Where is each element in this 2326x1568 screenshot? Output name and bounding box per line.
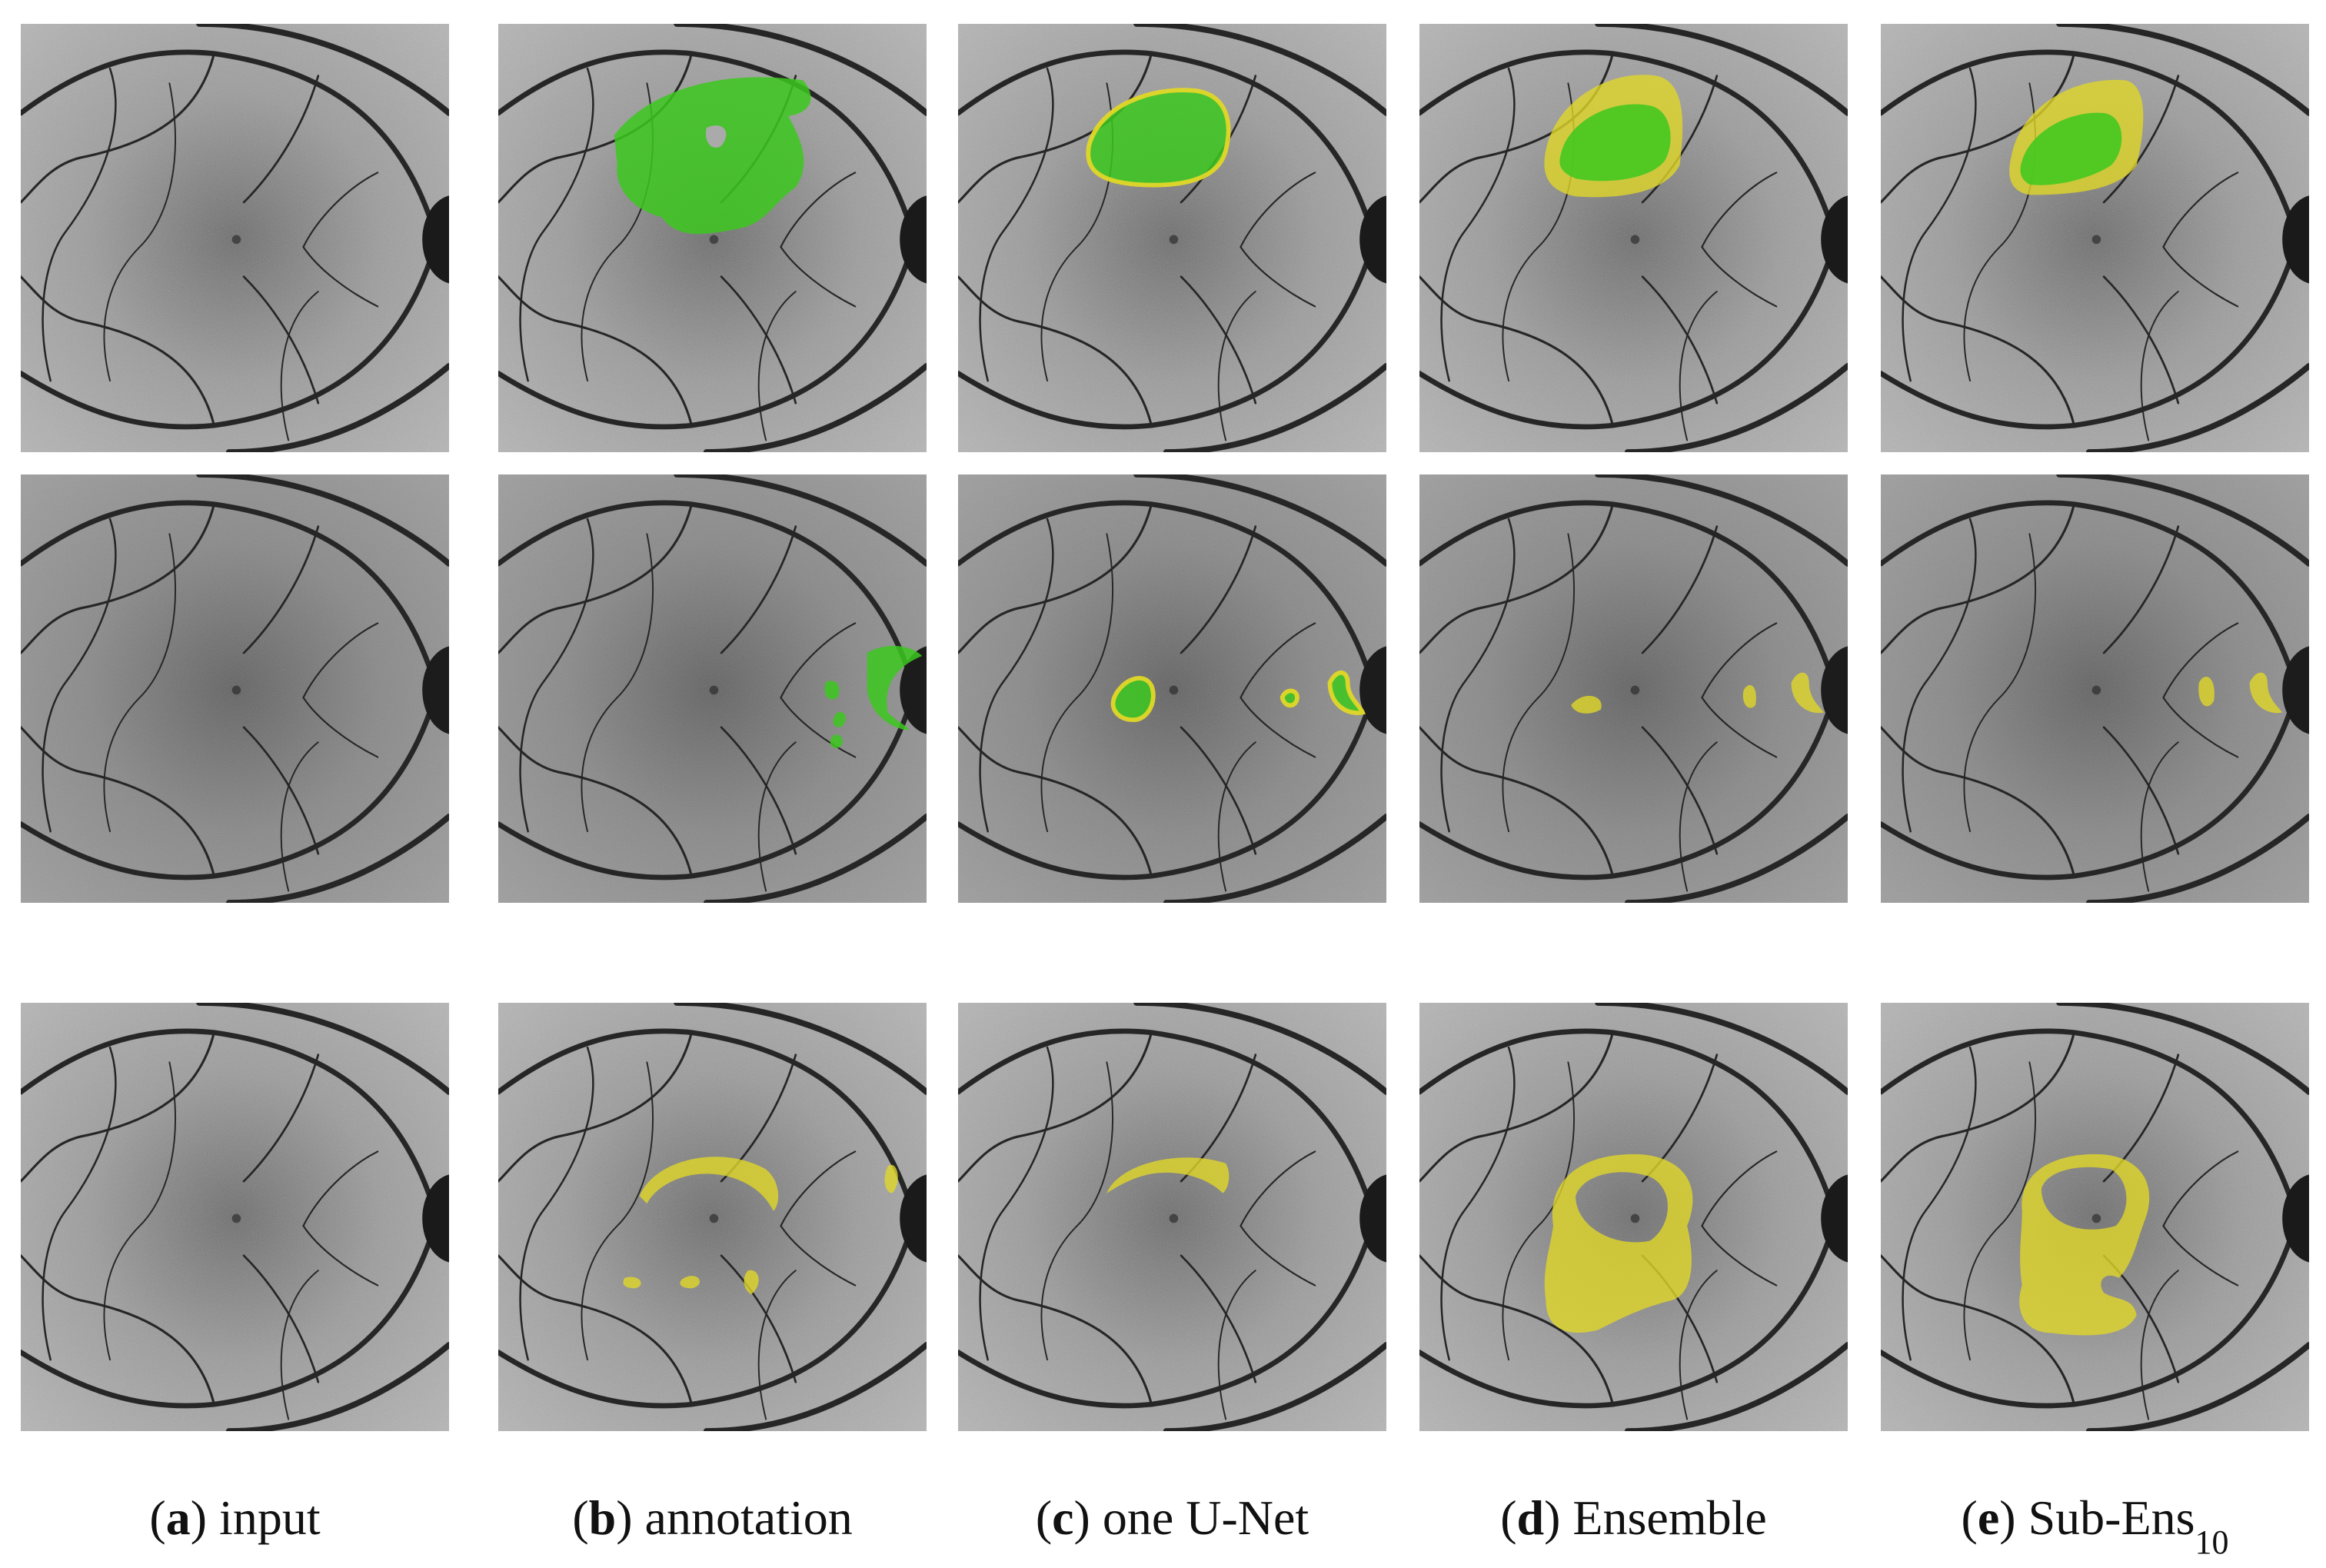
caption-close: ) (191, 1490, 207, 1545)
caption-letter: d (1517, 1490, 1545, 1545)
fundus-panel (958, 474, 1386, 903)
segmentation-mask (1571, 695, 1602, 714)
fundus-panel (1419, 1003, 1886, 1431)
caption-letter: a (166, 1490, 191, 1545)
segmentation-overlay (623, 1157, 898, 1295)
fundus-panel (958, 1003, 1425, 1431)
segmentation-mask (1110, 676, 1156, 723)
caption-letter: c (1052, 1490, 1073, 1545)
caption-space (1560, 1490, 1572, 1545)
fundus-image (21, 24, 487, 452)
caption-open: ( (149, 1490, 165, 1545)
segmentation-mask (2249, 672, 2283, 714)
fundus-panel (1881, 1003, 2326, 1431)
caption-space (2016, 1490, 2028, 1545)
segmentation-mask (884, 1164, 898, 1193)
segmentation-mask (744, 1270, 759, 1295)
caption-space (1090, 1490, 1103, 1545)
segmentation-mask (1559, 104, 1671, 181)
fundus-image (958, 24, 1425, 452)
segmentation-overlay (1544, 1154, 1693, 1333)
fundus-image (498, 1003, 965, 1431)
segmentation-overlay (614, 77, 811, 235)
segmentation-overlay (2009, 79, 2144, 195)
segmentation-overlay (1110, 670, 1366, 723)
panel-caption: (a) input (149, 1490, 320, 1545)
segmentation-mask (824, 681, 840, 700)
segmentation-overlay (824, 645, 923, 748)
fundus-panel (1881, 474, 2309, 903)
fundus-panel (21, 474, 449, 903)
caption-text: Sub-Ens (2028, 1490, 2195, 1545)
fundus-image (1881, 1003, 2326, 1431)
segmentation-mask (1791, 672, 1825, 714)
caption-space (207, 1490, 219, 1545)
segmentation-mask (680, 1276, 700, 1289)
segmentation-mask (1327, 670, 1366, 715)
fundus-panel (958, 24, 1425, 452)
image-tint (21, 474, 449, 903)
segmentation-mask (830, 734, 843, 748)
caption-close: ) (616, 1490, 632, 1545)
segmentation-mask (2198, 677, 2215, 707)
segmentation-mask (2020, 112, 2122, 185)
fundus-panel (498, 24, 965, 452)
segmentation-mask (1279, 688, 1299, 708)
segmentation-mask (623, 1277, 641, 1289)
segmentation-overlay (2019, 1154, 2150, 1336)
caption-open: ( (1036, 1490, 1052, 1545)
panel-caption: (d) Ensemble (1500, 1490, 1767, 1545)
segmentation-mask (2019, 1154, 2150, 1336)
caption-letter: e (1978, 1490, 1999, 1545)
segmentation-overlay (1086, 88, 1231, 188)
fundus-panel (498, 474, 927, 903)
segmentation-mask (867, 645, 923, 731)
caption-open: ( (572, 1490, 588, 1545)
caption-text: annotation (645, 1490, 853, 1545)
panel-caption: (b) annotation (572, 1490, 852, 1545)
segmentation-mask (1742, 684, 1756, 708)
segmentation-overlay (1571, 672, 1825, 714)
caption-text: input (219, 1490, 321, 1545)
segmentation-overlay (1544, 75, 1683, 198)
segmentation-overlay (1106, 1157, 1230, 1193)
caption-space (633, 1490, 645, 1545)
fundus-panel (21, 1003, 487, 1431)
fundus-panel (1881, 24, 2326, 452)
image-tint (1419, 474, 1848, 903)
caption-subscript: 10 (2195, 1523, 2228, 1561)
caption-text: one U-Net (1103, 1490, 1309, 1545)
fundus-image (21, 1003, 487, 1431)
image-tint (498, 474, 927, 903)
segmentation-overlay (2198, 672, 2283, 714)
fundus-image (1419, 1003, 1886, 1431)
caption-close: ) (1999, 1490, 2015, 1545)
image-tint (958, 474, 1386, 903)
segmentation-mask (833, 711, 846, 727)
caption-open: ( (1500, 1490, 1516, 1545)
image-tint (1881, 474, 2309, 903)
panel-caption: (c) one U-Net (1036, 1490, 1309, 1545)
segmentation-mask (639, 1157, 779, 1211)
panel-caption: (e) Sub-Ens10 (1962, 1490, 2229, 1561)
caption-letter: b (589, 1490, 617, 1545)
fundus-image (958, 1003, 1425, 1431)
segmentation-mask (1544, 1154, 1693, 1333)
caption-close: ) (1544, 1490, 1560, 1545)
segmentation-mask (1106, 1157, 1230, 1193)
caption-text: Ensemble (1572, 1490, 1766, 1545)
fundus-panel (1419, 24, 1886, 452)
segmentation-mask (614, 77, 811, 235)
fundus-panel (1419, 474, 1848, 903)
segmentation-mask (1086, 88, 1231, 188)
caption-open: ( (1962, 1490, 1978, 1545)
fundus-panel (21, 24, 487, 452)
fundus-panel (498, 1003, 965, 1431)
caption-close: ) (1074, 1490, 1090, 1545)
segmentation-mask (706, 125, 727, 148)
